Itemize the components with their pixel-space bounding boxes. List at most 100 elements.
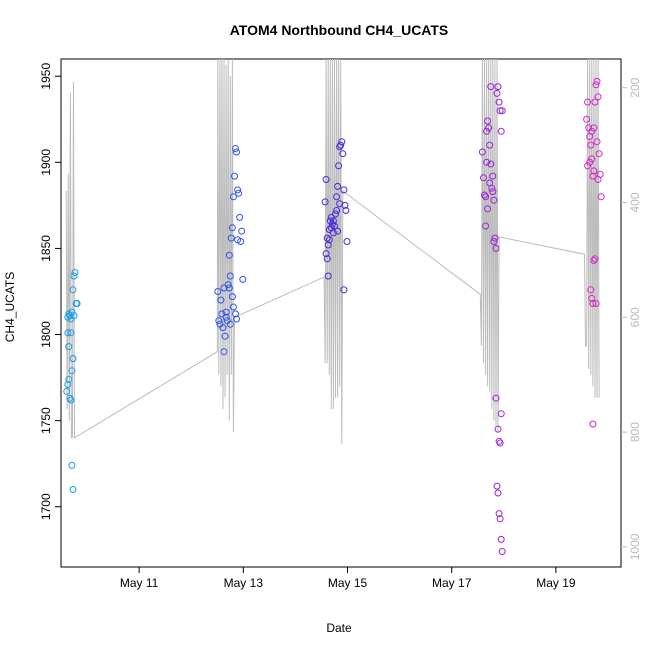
- data-point: [220, 348, 228, 356]
- data-point: [322, 250, 330, 258]
- data-point: [493, 89, 501, 97]
- data-point: [594, 176, 602, 183]
- data-point: [340, 186, 348, 194]
- data-point: [483, 127, 491, 135]
- data-point: [66, 312, 74, 320]
- data-point: [482, 193, 490, 201]
- data-point: [498, 107, 506, 115]
- data-point: [228, 293, 236, 301]
- data-point: [589, 300, 597, 307]
- data-point: [322, 176, 330, 183]
- data-point: [66, 394, 74, 402]
- data-point: [496, 439, 504, 447]
- y2-tick-label: 400: [628, 192, 642, 212]
- data-point: [491, 234, 499, 242]
- data-point: [485, 124, 493, 132]
- data-point: [497, 127, 505, 135]
- data-point: [324, 272, 332, 280]
- data-point: [478, 148, 486, 156]
- data-point: [589, 172, 597, 180]
- data-point: [584, 162, 592, 170]
- x-tick-label: May 11: [120, 576, 159, 590]
- data-point: [65, 375, 73, 383]
- data-point: [487, 83, 495, 91]
- data-point: [496, 515, 504, 523]
- y-tick-label: 1700: [39, 493, 53, 520]
- data-point: [594, 93, 602, 101]
- data-point: [587, 286, 595, 294]
- data-point: [222, 313, 230, 321]
- data-point: [486, 141, 494, 149]
- data-point: [497, 410, 505, 418]
- data-point: [593, 138, 601, 146]
- data-point: [483, 158, 491, 166]
- data-point: [339, 150, 347, 158]
- y-tick-label: 1800: [39, 321, 53, 348]
- data-point: [68, 308, 76, 316]
- data-point: [494, 489, 502, 497]
- chart-title: ATOM4 Northbound CH4_UCATS: [230, 22, 449, 38]
- data-point: [326, 217, 334, 225]
- data-point: [323, 234, 331, 242]
- data-point: [482, 222, 490, 230]
- data-point: [63, 387, 71, 395]
- data-point: [71, 269, 79, 276]
- pressure-trace-layer: [65, 59, 600, 444]
- data-point: [495, 510, 503, 518]
- data-point: [220, 284, 228, 292]
- data-point: [493, 482, 501, 490]
- data-point: [232, 145, 239, 152]
- data-point: [340, 286, 348, 294]
- data-point: [65, 343, 73, 351]
- data-point: [328, 220, 336, 228]
- data-point: [484, 205, 492, 213]
- data-point: [588, 155, 596, 163]
- data-point: [238, 227, 246, 235]
- data-point: [234, 186, 242, 194]
- data-point: [587, 141, 595, 149]
- data-point: [592, 81, 600, 89]
- data-point: [496, 107, 504, 115]
- data-point: [484, 117, 492, 125]
- data-point: [70, 312, 78, 320]
- data-point: [338, 138, 346, 146]
- data-point: [68, 367, 76, 375]
- data-point: [492, 244, 500, 252]
- data-point: [336, 200, 344, 208]
- data-point: [486, 179, 494, 187]
- data-point: [489, 172, 497, 180]
- data-point: [583, 115, 591, 123]
- data-point: [332, 210, 339, 218]
- y-axis-label: CH4_UCATS: [3, 272, 17, 342]
- data-point: [589, 420, 597, 428]
- data-point: [217, 296, 225, 304]
- axes-layer: May 11 May 13 May 15 May 17 May 19 1700 1750 18…: [39, 63, 642, 590]
- data-point: [233, 148, 240, 156]
- data-point: [221, 332, 229, 340]
- y2-tick-label: 1000: [628, 533, 642, 560]
- data-point: [327, 213, 335, 221]
- data-point: [337, 141, 345, 149]
- data-point: [323, 255, 331, 263]
- data-point: [225, 284, 233, 292]
- data-point: [226, 272, 234, 280]
- data-point: [590, 124, 598, 132]
- y-tick-label: 1750: [39, 407, 53, 434]
- data-point: [232, 310, 239, 318]
- data-points-layer: [63, 77, 605, 555]
- data-point: [67, 396, 75, 404]
- data-point: [228, 224, 236, 232]
- data-point: [69, 486, 77, 493]
- x-tick-label: May 15: [328, 576, 368, 590]
- data-point: [73, 300, 81, 307]
- data-point: [226, 320, 234, 328]
- data-point: [229, 303, 237, 311]
- y-tick-label: 1950: [39, 63, 53, 90]
- data-point: [584, 98, 592, 106]
- x-tick-label: May 13: [224, 576, 264, 590]
- data-point: [68, 461, 76, 469]
- data-point: [329, 217, 337, 225]
- data-point: [592, 300, 600, 307]
- data-point: [334, 227, 342, 235]
